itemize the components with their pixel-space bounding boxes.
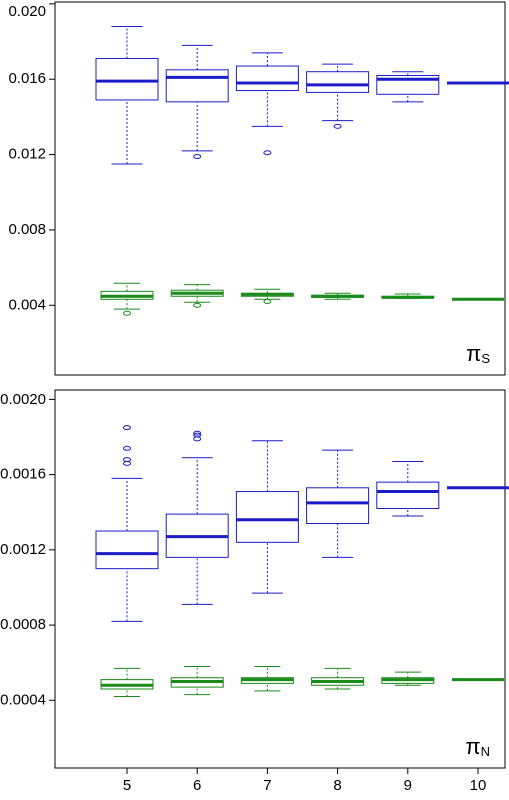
x-tick-label: 9 — [404, 777, 412, 794]
outlier — [263, 150, 272, 156]
x-tick-label: 10 — [470, 777, 487, 794]
panel-label: πN — [465, 734, 490, 760]
box — [306, 487, 370, 525]
outlier — [333, 123, 342, 129]
box — [95, 530, 159, 570]
y-tick-label: 0.0016 — [0, 466, 46, 483]
y-tick-label: 0.020 — [8, 3, 46, 20]
y-tick-label: 0.0008 — [0, 616, 46, 633]
outlier — [123, 310, 131, 316]
x-tick-label: 7 — [263, 777, 271, 794]
outlier — [193, 430, 202, 436]
y-tick-label: 0.016 — [8, 70, 46, 87]
box — [376, 74, 440, 95]
label-symbol: π — [466, 341, 481, 366]
box — [165, 69, 229, 103]
plot-frame — [54, 1, 506, 376]
box — [95, 58, 159, 101]
outlier — [123, 445, 131, 451]
panel-label: πS — [466, 341, 490, 367]
box — [235, 491, 299, 543]
x-tick-label: 8 — [333, 777, 341, 794]
box — [376, 481, 440, 509]
outlier — [193, 436, 202, 442]
y-tick-label: 0.0020 — [0, 391, 46, 408]
label-symbol: π — [465, 734, 480, 759]
outlier — [193, 153, 202, 159]
outlier — [123, 425, 131, 431]
box — [235, 65, 299, 92]
x-tick-label: 6 — [193, 777, 201, 794]
y-tick-label: 0.012 — [8, 146, 46, 163]
outlier — [263, 299, 272, 305]
plot-frame — [54, 389, 506, 769]
y-tick-label: 0.0012 — [0, 541, 46, 558]
outlier — [193, 302, 202, 308]
outlier — [123, 460, 131, 466]
y-tick-label: 0.0004 — [0, 691, 46, 708]
label-subscript: N — [481, 744, 490, 759]
label-subscript: S — [481, 351, 490, 366]
y-tick-label: 0.004 — [8, 296, 46, 313]
x-tick-label: 5 — [123, 777, 131, 794]
box — [306, 71, 370, 93]
y-tick-label: 0.008 — [8, 221, 46, 238]
